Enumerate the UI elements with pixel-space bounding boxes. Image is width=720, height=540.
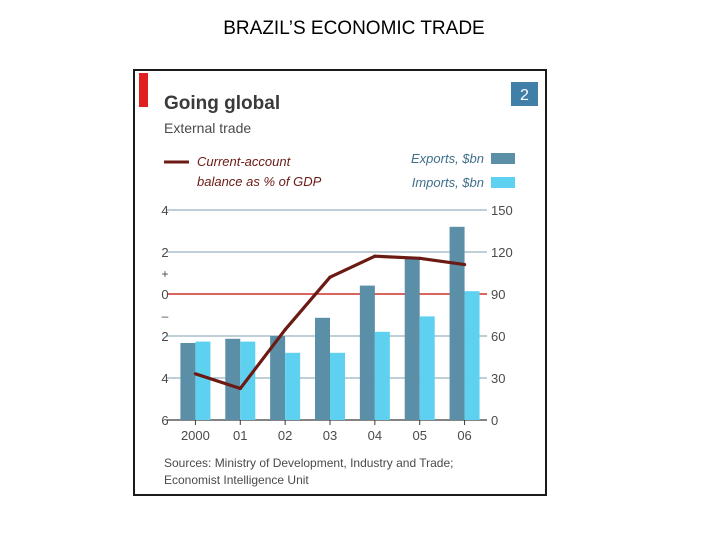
point-current-account-02 [283, 328, 287, 332]
bar-imports-02 [285, 352, 301, 420]
left-tick-label-2: 0 [161, 287, 168, 302]
source-line-1: Sources: Ministry of Development, Indust… [164, 456, 453, 470]
bar-exports-2000 [180, 343, 196, 420]
left-sign-plus: + [161, 267, 168, 281]
point-current-account-05 [418, 256, 422, 260]
bar-exports-02 [270, 336, 286, 420]
bar-imports-05 [419, 316, 435, 420]
bar-exports-04 [359, 285, 375, 420]
right-tick-label-120: 120 [491, 245, 513, 260]
right-tick-label-0: 0 [491, 413, 498, 428]
point-current-account-06 [462, 263, 467, 267]
left-tick-label-0: 4 [161, 203, 168, 218]
legend-exports-swatch [491, 153, 515, 164]
accent-bar [139, 73, 148, 107]
line-layer [193, 254, 467, 391]
left-tick-label-3: 2 [161, 329, 168, 344]
x-tick-label-01: 01 [233, 428, 247, 443]
left-tick-label-4: 4 [161, 371, 168, 386]
left-tick-label-5: 6 [161, 413, 168, 428]
right-tick-label-60: 60 [491, 329, 505, 344]
bar-imports-04 [374, 331, 390, 420]
x-tick-label-02: 02 [278, 428, 292, 443]
chart: Going global External trade 2 Current-ac… [139, 73, 538, 487]
point-current-account-2000 [193, 372, 198, 376]
left-sign-minus: – [162, 309, 169, 323]
slide-title: BRAZIL’S ECONOMIC TRADE [223, 18, 485, 39]
x-tick-label-2000: 2000 [181, 428, 210, 443]
right-tick-label-150: 150 [491, 203, 513, 218]
x-tick-label-06: 06 [457, 428, 471, 443]
point-current-account-03 [328, 275, 332, 279]
bar-exports-03 [315, 317, 330, 420]
chart-number-box [511, 82, 538, 106]
x-tick-label-03: 03 [323, 428, 337, 443]
legend-line-label-1: Current-account [197, 154, 292, 169]
bar-imports-06 [464, 291, 480, 420]
chart-frame: Going global External trade 2 Current-ac… [133, 69, 547, 496]
x-tick-label-04: 04 [368, 428, 382, 443]
bar-layer [180, 226, 480, 420]
bar-exports-01 [225, 338, 241, 420]
right-tick-label-30: 30 [491, 371, 505, 386]
bar-exports-05 [404, 257, 420, 420]
legend-exports-label: Exports, $bn [411, 151, 484, 166]
bar-exports-06 [449, 226, 465, 420]
chart-subtitle: External trade [164, 120, 251, 136]
left-tick-label-1: 2 [161, 245, 168, 260]
point-current-account-04 [373, 254, 377, 258]
bar-imports-2000 [195, 341, 211, 420]
legend-imports-label: Imports, $bn [412, 175, 484, 190]
legend-line-label-2: balance as % of GDP [197, 174, 322, 189]
source-line-2: Economist Intelligence Unit [164, 473, 309, 487]
chart-number: 2 [520, 87, 529, 104]
chart-title: Going global [164, 93, 280, 114]
legend-imports-swatch [491, 177, 515, 188]
x-tick-label-05: 05 [412, 428, 426, 443]
point-current-account-01 [238, 386, 242, 391]
right-tick-label-90: 90 [491, 287, 505, 302]
bar-imports-03 [330, 352, 345, 420]
